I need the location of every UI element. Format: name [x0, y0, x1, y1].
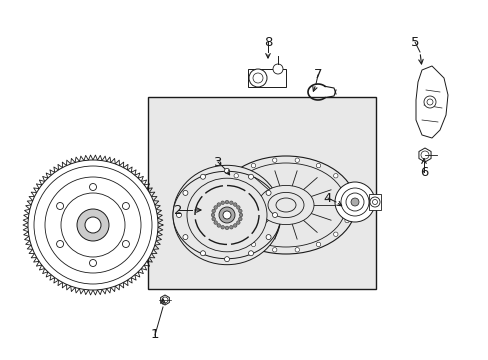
Ellipse shape [275, 198, 295, 212]
Polygon shape [161, 295, 169, 305]
Circle shape [233, 203, 237, 206]
Circle shape [234, 174, 238, 178]
Circle shape [122, 202, 129, 210]
Ellipse shape [225, 163, 346, 247]
Circle shape [57, 202, 63, 210]
Circle shape [251, 163, 255, 168]
Circle shape [238, 217, 242, 221]
Circle shape [423, 96, 435, 108]
Circle shape [45, 177, 141, 273]
Circle shape [239, 213, 243, 217]
Polygon shape [415, 66, 447, 138]
Text: 7: 7 [313, 68, 322, 81]
Circle shape [346, 193, 363, 211]
Circle shape [350, 198, 358, 206]
Circle shape [122, 240, 129, 248]
Circle shape [272, 212, 277, 217]
Circle shape [221, 225, 224, 229]
Circle shape [211, 209, 215, 213]
Text: 5: 5 [410, 36, 418, 49]
Circle shape [225, 226, 228, 230]
Text: 8: 8 [263, 36, 272, 49]
Circle shape [218, 203, 223, 207]
Circle shape [236, 221, 240, 224]
Circle shape [344, 187, 348, 192]
Circle shape [294, 158, 299, 162]
Circle shape [217, 203, 220, 206]
Ellipse shape [173, 165, 281, 265]
Circle shape [224, 168, 229, 174]
Circle shape [333, 232, 337, 237]
Circle shape [229, 225, 233, 229]
Ellipse shape [267, 192, 304, 217]
Circle shape [176, 212, 181, 217]
Circle shape [34, 166, 152, 284]
Circle shape [200, 174, 205, 179]
Circle shape [248, 251, 253, 256]
Circle shape [344, 219, 348, 223]
Bar [368, 194, 380, 210]
Circle shape [348, 203, 352, 207]
Circle shape [183, 190, 187, 195]
Circle shape [234, 232, 238, 237]
Circle shape [316, 242, 320, 247]
Circle shape [238, 209, 242, 213]
Circle shape [233, 224, 237, 227]
Circle shape [224, 257, 229, 262]
Circle shape [272, 248, 276, 252]
Text: 3: 3 [213, 156, 222, 168]
Circle shape [222, 219, 226, 223]
Circle shape [61, 193, 125, 257]
Circle shape [85, 217, 101, 233]
Circle shape [236, 206, 240, 209]
Circle shape [225, 200, 228, 204]
Circle shape [89, 184, 96, 190]
Circle shape [200, 251, 205, 256]
Circle shape [211, 217, 215, 221]
Circle shape [183, 235, 187, 240]
Circle shape [248, 174, 253, 179]
Circle shape [369, 197, 379, 207]
Circle shape [221, 201, 224, 204]
Circle shape [162, 297, 168, 303]
Circle shape [219, 207, 235, 223]
Circle shape [334, 182, 374, 222]
Ellipse shape [258, 185, 313, 225]
Circle shape [217, 224, 220, 227]
Bar [247, 69, 285, 87]
Circle shape [333, 174, 337, 178]
Circle shape [77, 209, 109, 241]
Circle shape [252, 73, 263, 83]
Text: 4: 4 [323, 192, 331, 204]
Circle shape [89, 260, 96, 266]
Circle shape [248, 69, 266, 87]
Circle shape [213, 206, 217, 209]
Circle shape [272, 158, 276, 162]
Ellipse shape [173, 171, 281, 259]
Circle shape [340, 188, 368, 216]
Circle shape [251, 242, 255, 247]
Circle shape [372, 199, 377, 204]
Circle shape [28, 160, 158, 290]
Circle shape [294, 248, 299, 252]
Circle shape [222, 187, 226, 192]
Circle shape [229, 201, 233, 204]
Text: 6: 6 [419, 166, 427, 179]
Ellipse shape [186, 178, 266, 252]
Circle shape [223, 211, 230, 219]
Polygon shape [418, 148, 430, 162]
Circle shape [211, 213, 214, 217]
Circle shape [265, 190, 270, 195]
Text: 1: 1 [150, 328, 159, 342]
Circle shape [213, 221, 217, 224]
Text: 2: 2 [173, 203, 182, 216]
Circle shape [420, 151, 428, 159]
Circle shape [426, 99, 432, 105]
Circle shape [316, 163, 320, 168]
Ellipse shape [216, 156, 355, 254]
Circle shape [57, 240, 63, 248]
Circle shape [265, 235, 270, 240]
Circle shape [272, 64, 283, 74]
Bar [148, 97, 375, 289]
